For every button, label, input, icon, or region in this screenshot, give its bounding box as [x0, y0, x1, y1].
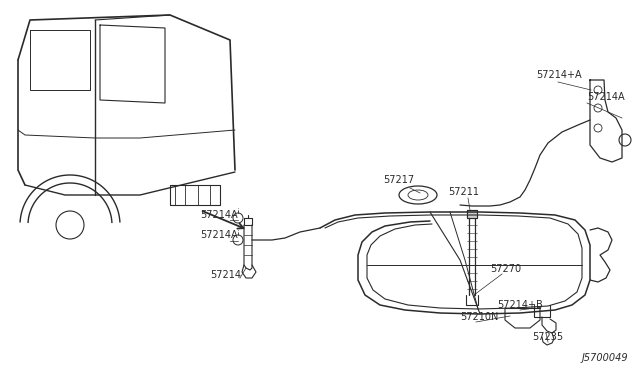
Text: 57214+A: 57214+A — [536, 70, 582, 80]
Text: 57214+B: 57214+B — [497, 300, 543, 310]
Text: 57214: 57214 — [210, 270, 241, 280]
Text: 57214A: 57214A — [200, 230, 237, 240]
Text: 57217: 57217 — [383, 175, 414, 185]
Text: J5700049: J5700049 — [581, 353, 628, 363]
Polygon shape — [467, 210, 477, 218]
Text: 57210N: 57210N — [460, 312, 499, 322]
Text: 57214A: 57214A — [200, 210, 237, 220]
Text: 57270: 57270 — [490, 264, 521, 274]
Text: 57214A: 57214A — [587, 92, 625, 102]
Text: 57235: 57235 — [532, 332, 563, 342]
Text: 57211: 57211 — [448, 187, 479, 197]
